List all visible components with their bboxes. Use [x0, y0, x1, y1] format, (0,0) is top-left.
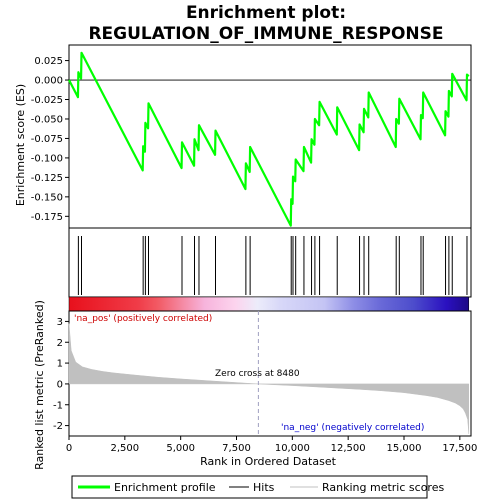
chart-title-line1: Enrichment plot:	[186, 3, 346, 23]
es-tick-label: -0.175	[31, 212, 63, 223]
zero-cross-label: Zero cross at 8480	[215, 369, 300, 379]
rank-tick-label: -1	[53, 400, 63, 411]
rank-tick-label: -2	[53, 421, 63, 432]
rank-metric-area	[68, 323, 470, 434]
es-tick-label: -0.025	[31, 95, 63, 106]
legend-hits-label: Hits	[253, 481, 275, 494]
es-tick-label: -0.075	[31, 134, 63, 145]
rank-tick-label: 3	[57, 317, 63, 328]
es-tick-label: -0.150	[31, 192, 63, 203]
legend-metric-label: Ranking metric scores	[322, 481, 444, 494]
x-axis-label: Rank in Ordered Dataset	[200, 455, 337, 468]
hits-frame	[68, 227, 472, 298]
x-tick-label: 2,500	[111, 443, 140, 454]
heatmap-gradient	[68, 296, 470, 312]
x-tick-label: 17,500	[442, 443, 477, 454]
heatmap-bar	[68, 296, 470, 312]
rank-tick-label: 0	[57, 379, 63, 390]
es-tick-label: -0.050	[31, 114, 63, 125]
es-plot-frame	[68, 44, 472, 229]
x-tick-label: 15,000	[387, 443, 422, 454]
es-tick-label: 0.000	[34, 76, 63, 87]
rank-tick-label: 1	[57, 359, 63, 370]
pos-correlated-label: 'na_pos' (positively correlated)	[74, 314, 212, 324]
x-tick-label: 7,500	[222, 443, 251, 454]
rank-plot-frame	[68, 310, 472, 437]
x-tick-label: 0	[66, 443, 72, 454]
hits-panel	[68, 227, 472, 298]
es-tick-label: -0.100	[31, 153, 63, 164]
es-profile-line	[68, 51, 470, 227]
x-tick-label: 10,000	[275, 443, 310, 454]
es-tick-label: 0.025	[34, 56, 63, 67]
neg-correlated-label: 'na_neg' (negatively correlated)	[281, 423, 424, 433]
legend: Enrichment profile Hits Ranking metric s…	[71, 475, 444, 499]
x-tick-label: 5,000	[166, 443, 195, 454]
rank-axis-label: Ranked list metric (PreRanked)	[33, 300, 46, 470]
es-axis-label: Enrichment score (ES)	[14, 84, 27, 206]
legend-box	[71, 475, 428, 499]
rank-tick-label: 2	[57, 338, 63, 349]
legend-es-label: Enrichment profile	[114, 481, 216, 494]
es-panel: 0.025 0.000 -0.025 -0.050 -0.075 -0.100 -0.125…	[31, 44, 472, 229]
chart-title-line2: REGULATION_OF_IMMUNE_RESPONSE	[88, 24, 443, 44]
es-tick-label: -0.125	[31, 173, 63, 184]
x-tick-label: 12,500	[331, 443, 366, 454]
